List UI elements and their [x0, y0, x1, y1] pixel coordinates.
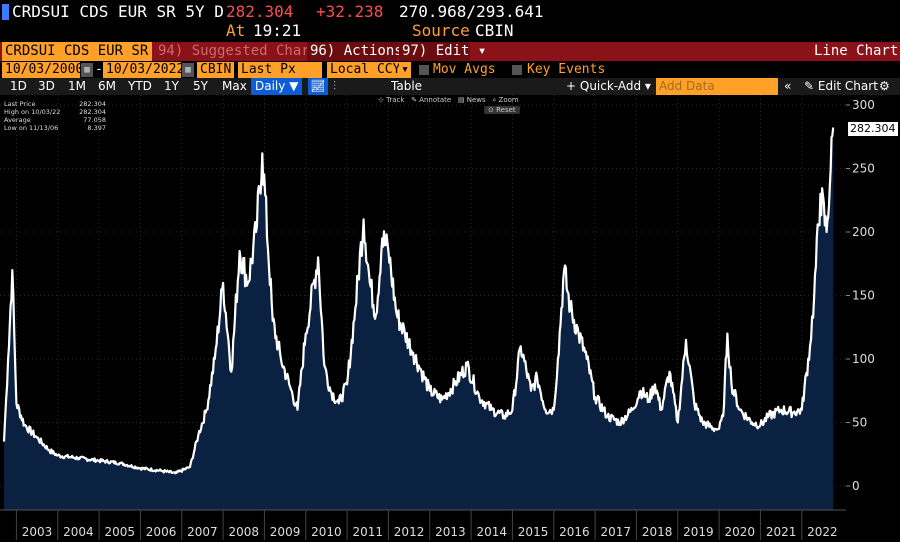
period-1y[interactable]: 1Y	[164, 79, 179, 93]
day-range: 270.968/293.641	[399, 2, 544, 21]
chart-legend: Last Price 282.304 High on 10/03/22 282.30…	[4, 100, 106, 132]
table-button[interactable]: Table	[391, 79, 423, 93]
legend-low-value: 8.397	[87, 124, 106, 132]
y-tick-label: 250	[852, 162, 875, 176]
price-line	[2, 127, 835, 475]
x-tick-label: 2003	[22, 525, 53, 539]
reset-button[interactable]: ⊙ Reset	[484, 106, 520, 114]
zoom-tool[interactable]: ⌕ Zoom	[492, 96, 519, 104]
start-date-field[interactable]: 10/03/2000	[2, 62, 83, 78]
y-tick-label: 200	[852, 225, 875, 239]
x-tick-label: 2015	[518, 525, 549, 539]
chart-parameters: 10/03/2000 ▦ - 10/03/2022 ▦ CBIN Last Px…	[0, 62, 900, 79]
legend-last-label: Last Price	[4, 100, 36, 108]
mov-avgs-label: Mov Avgs	[433, 62, 496, 77]
legend-avg-label: Average	[4, 116, 31, 124]
source-label: Source	[412, 21, 470, 40]
calendar-icon[interactable]: ▦	[182, 63, 194, 77]
command-cursor[interactable]	[2, 4, 9, 20]
date-separator: -	[95, 62, 103, 77]
x-tick-label: 2008	[228, 525, 259, 539]
news-tool[interactable]: ▤ News	[457, 96, 486, 104]
legend-avg-value: 77.058	[83, 116, 106, 124]
period-3d[interactable]: 3D	[38, 79, 55, 93]
security-box[interactable]: CRDSUI CDS EUR SR	[2, 42, 152, 61]
x-tick-label: 2016	[559, 525, 590, 539]
y-axis: 0 50 100 150 200 250 300	[846, 98, 875, 493]
frequency-selector[interactable]: Daily ▼	[251, 78, 303, 95]
x-tick-label: 2007	[187, 525, 218, 539]
y-tick-label: 300	[852, 98, 875, 112]
quick-add-button[interactable]: + Quick-Add ▾	[566, 79, 651, 93]
x-tick-label: 2010	[311, 525, 342, 539]
edit-menu[interactable]: 97) Edit ▾	[399, 42, 486, 61]
currency-selector[interactable]: Local CCY	[327, 62, 400, 78]
price-change: +32.238	[316, 2, 384, 21]
y-tick-label: 50	[852, 416, 867, 430]
x-tick-label: 2009	[270, 525, 301, 539]
field-selector[interactable]: Last Px	[238, 62, 322, 78]
x-tick-label: 2005	[104, 525, 135, 539]
x-tick-label: 2018	[642, 525, 673, 539]
source-value: CBIN	[475, 21, 514, 40]
chevron-down-icon[interactable]: ▾	[399, 62, 411, 78]
edit-chart-button[interactable]: ✎ Edit Chart	[804, 79, 878, 93]
line-chart-icon[interactable]: 📈︎	[308, 78, 328, 95]
x-tick-label: 2019	[683, 525, 714, 539]
x-tick-label: 2017	[600, 525, 631, 539]
key-events-label: Key Events	[527, 62, 606, 77]
security-header: CRDSUI CDS EUR SR 5Y D 282.304 +32.238 2…	[0, 0, 900, 42]
calendar-icon[interactable]: ▦	[81, 63, 93, 77]
x-tick-label: 2020	[724, 525, 755, 539]
y-tick-label: 150	[852, 289, 875, 303]
x-tick-label: 2011	[352, 525, 383, 539]
x-tick-label: 2012	[394, 525, 425, 539]
key-events-checkbox[interactable]	[512, 65, 522, 75]
update-time: 19:21	[253, 21, 302, 40]
price-area-fill	[4, 127, 834, 510]
x-tick-label: 2004	[63, 525, 94, 539]
x-tick-label: 2022	[807, 525, 838, 539]
x-axis: 2003 2004 2005 2006 2007 2008 2009 2010 2011 2012…	[0, 509, 900, 542]
period-6m[interactable]: 6M	[98, 79, 116, 93]
x-tick-label: 2021	[766, 525, 797, 539]
collapse-icon[interactable]: «	[784, 79, 792, 93]
period-toolbar: 1D 3D 1M 6M YTD 1Y 5Y Max Daily ▼ 📈︎ ⫶ T…	[0, 78, 900, 95]
add-data-input[interactable]: Add Data	[656, 78, 778, 95]
y-tick-label: 0	[852, 479, 860, 493]
chart-tools: ⊹ Track ✎ Annotate ▤ News ⌕ Zoom	[378, 96, 519, 105]
actions-menu[interactable]: 96) Actions ▾	[307, 42, 420, 61]
last-value-tag: 282.304	[848, 122, 898, 136]
period-1m[interactable]: 1M	[68, 79, 86, 93]
y-tick-label: 100	[852, 352, 875, 366]
x-tick-label: 2006	[146, 525, 177, 539]
suggested-charts-button[interactable]: 94) Suggested Charts	[158, 43, 327, 59]
period-5y[interactable]: 5Y	[193, 79, 208, 93]
source-field[interactable]: CBIN	[197, 62, 234, 78]
annotate-tool[interactable]: ✎ Annotate	[411, 96, 452, 104]
at-label: At	[226, 21, 246, 40]
ticker: CRDSUI CDS EUR SR 5Y D	[12, 2, 224, 21]
bar-style-icon[interactable]: ⫶	[333, 79, 337, 93]
settings-gear-icon[interactable]: ⚙	[879, 79, 890, 93]
legend-last-value: 282.304	[79, 100, 106, 108]
legend-high-value: 282.304	[79, 108, 106, 116]
track-tool[interactable]: ⊹ Track	[378, 96, 405, 104]
mov-avgs-checkbox[interactable]	[419, 65, 429, 75]
x-tick-label: 2013	[435, 525, 466, 539]
end-date-field[interactable]: 10/03/2022	[103, 62, 184, 78]
x-tick-label: 2014	[476, 525, 507, 539]
legend-high-label: High on 10/03/22	[4, 108, 61, 116]
period-max[interactable]: Max	[222, 79, 247, 93]
x-axis-band	[0, 510, 900, 542]
period-1d[interactable]: 1D	[10, 79, 27, 93]
legend-low-label: Low on 11/13/06	[4, 124, 59, 132]
last-price: 282.304	[226, 2, 294, 21]
function-toolbar: CRDSUI CDS EUR SR 94) Suggested Charts 9…	[0, 42, 900, 61]
period-ytd[interactable]: YTD	[128, 79, 152, 93]
chart-type-label: Line Chart	[814, 43, 899, 59]
